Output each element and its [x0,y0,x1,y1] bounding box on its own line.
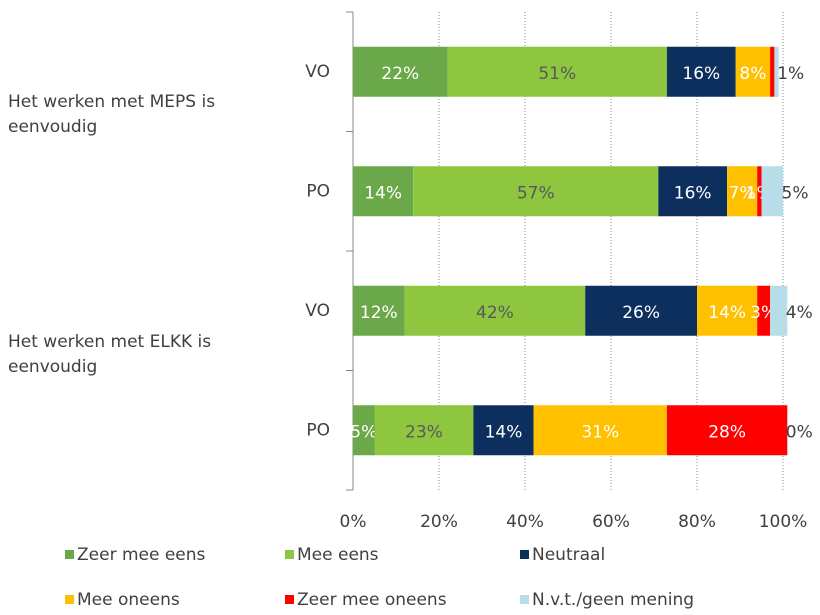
bar-segment [770,285,788,336]
data-label: 0% [786,422,813,442]
legend-swatch [285,550,294,559]
y-tick-label: VO [305,301,330,321]
bar-segment [757,285,771,336]
legend-swatch [520,595,529,604]
bar-segment [658,166,728,217]
data-label: 5% [350,422,377,442]
bar-segment [666,405,788,456]
x-tick-label: 0% [340,512,367,532]
x-tick-label: 60% [592,512,630,532]
y-tick-label: PO [306,420,330,440]
data-label: 5% [782,183,809,203]
bar-segment [353,166,414,217]
bar-segment [353,46,448,97]
data-label: 12% [360,303,398,323]
group-label: Het werken met ELKK is eenvoudig [8,332,212,377]
bar-segment [447,46,667,97]
bar-segment [757,166,762,217]
data-label: 14% [708,303,746,323]
data-label: 57% [517,183,555,203]
data-label: 7% [729,183,756,203]
data-label: 14% [364,183,402,203]
bar-segment [727,166,758,217]
data-label: 1% [777,64,804,84]
bar-segment [770,46,775,97]
bar-segment [585,285,697,336]
bar-segment [374,405,474,456]
data-label: 28% [708,422,746,442]
bar-segment [353,405,375,456]
legend-label: Mee oneens [77,590,180,610]
bar-segment [473,405,534,456]
data-label: 51% [538,64,576,84]
legend-label: N.v.t./geen mening [532,590,694,610]
x-tick-label: 80% [678,512,716,532]
legend-label: Neutraal [532,545,605,565]
bar-segment [735,46,771,97]
x-tick-label: 20% [420,512,458,532]
data-label: 42% [476,303,514,323]
x-tick-label: 100% [759,512,808,532]
data-label: 22% [381,64,419,84]
data-label: 31% [581,422,619,442]
bar-segment [761,166,783,217]
data-label: 16% [674,183,712,203]
y-tick-label: VO [305,62,330,82]
data-label: 23% [405,422,443,442]
legend-label: Zeer mee oneens [297,590,447,610]
legend-swatch [520,550,529,559]
bar-segment [697,285,758,336]
bar-segment [404,285,586,336]
data-label: 26% [622,303,660,323]
legend-label: Zeer mee eens [77,545,206,565]
legend-swatch [285,595,294,604]
bar-segment [353,285,405,336]
bar-segment [533,405,667,456]
y-tick-label: PO [306,181,330,201]
bar-segment [774,46,779,97]
legend-label: Mee eens [297,545,379,565]
data-label: 14% [485,422,523,442]
legend-swatch [65,550,74,559]
x-tick-label: 40% [506,512,544,532]
data-label: 4% [786,303,813,323]
data-label: 8% [739,64,766,84]
bar-segment [413,166,659,217]
bar-segment [666,46,736,97]
legend-swatch [65,595,74,604]
data-label: 16% [682,64,720,84]
group-label: Het werken met MEPS is eenvoudig [8,92,216,137]
